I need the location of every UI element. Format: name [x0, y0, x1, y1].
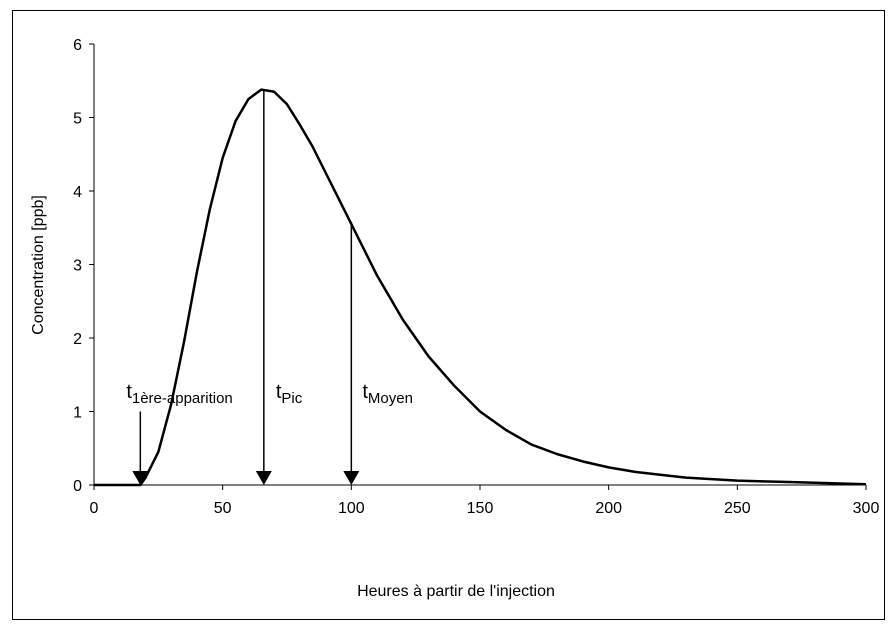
annotation-text: t: [276, 381, 282, 403]
x-tick-label: 100: [338, 500, 365, 517]
annotation-subscript: Pic: [281, 390, 302, 407]
y-tick-label: 0: [73, 478, 82, 495]
annotation: tPic: [276, 381, 303, 407]
x-tick-label: 0: [90, 500, 99, 517]
arrow-head: [255, 471, 272, 485]
x-axis-label: Heures à partir de l'injection: [357, 583, 555, 600]
y-tick-label: 6: [73, 37, 82, 54]
annotation: t1ère-apparition: [126, 381, 232, 407]
y-tick-label: 3: [73, 258, 82, 275]
y-tick-label: 4: [73, 184, 82, 201]
x-tick-label: 150: [467, 500, 494, 517]
annotation-text: t: [126, 381, 132, 403]
chart-frame: [12, 10, 885, 620]
annotation-subscript: Moyen: [368, 390, 413, 407]
annotation-text: t: [362, 381, 368, 403]
arrow-head: [132, 471, 149, 485]
x-tick-label: 200: [595, 500, 622, 517]
annotation: tMoyen: [362, 381, 413, 407]
x-tick-label: 300: [853, 500, 880, 517]
arrow-head: [343, 471, 360, 485]
annotation-subscript: 1ère-apparition: [132, 390, 233, 407]
y-tick-label: 2: [73, 331, 82, 348]
y-axis-label: Concentration [ppb]: [30, 195, 47, 335]
x-tick-label: 250: [724, 500, 751, 517]
x-tick-label: 50: [214, 500, 232, 517]
y-tick-label: 1: [73, 405, 82, 422]
y-tick-label: 5: [73, 111, 82, 128]
